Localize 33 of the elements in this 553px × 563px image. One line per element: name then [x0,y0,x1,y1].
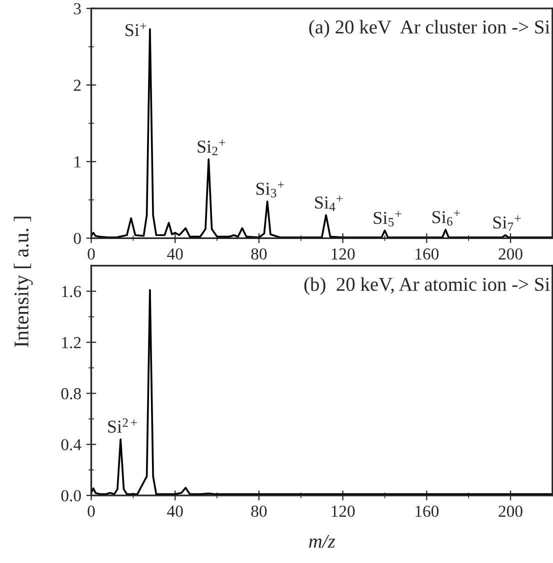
annotation: Si$_{7}$$^{+}$ [493,215,521,231]
annotation: Si$_{4}$$^{+}$ [315,196,343,211]
annotation: Si$_{5}$$^{+}$ [374,210,402,226]
annotation: Si$_{6}$$^{+}$ [432,210,460,226]
annotation: Si$_{3}$$^{+}$ [256,182,284,198]
y-axis-title: Intensity [ a.u. ] [14,216,33,347]
x-tick-label: 200 [498,506,522,517]
annotation: (a) 20 keV Ar cluster ion -> Si [309,20,550,38]
y-tick-label: 1.2 [62,337,81,348]
annotation: Si$_{2}$$^{+}$ [198,140,226,156]
y-tick-label: 0.0 [61,490,81,502]
y-tick-label: 0.4 [61,439,82,450]
x-tick-label: 200 [498,248,522,260]
annotation: (b) 20 keV, Ar atomic ion -> Si [304,277,550,295]
y-tick-label: 1.6 [62,286,82,298]
x-axis-title: m/z [309,534,336,548]
y-tick-label: 2 [74,80,81,91]
x-tick-label: 160 [416,506,439,517]
x-tick-label: 160 [416,248,439,260]
annotation: Si$^{2+}$ [108,418,137,433]
y-tick-label: 1 [74,156,81,168]
x-tick-label: 40 [167,248,183,260]
annotation: Si$^{+}$ [126,23,146,36]
x-tick-label: 120 [332,506,355,517]
y-tick-label: 3 [74,3,81,14]
x-tick-label: 80 [251,248,267,260]
x-tick-label: 40 [167,506,183,517]
x-tick-label: 80 [251,506,267,517]
x-tick-label: 0 [88,248,95,260]
y-tick-label: 0.8 [61,388,81,400]
y-tick-label: 0 [74,232,81,244]
x-tick-label: 120 [332,248,355,260]
x-tick-label: 0 [88,506,95,517]
